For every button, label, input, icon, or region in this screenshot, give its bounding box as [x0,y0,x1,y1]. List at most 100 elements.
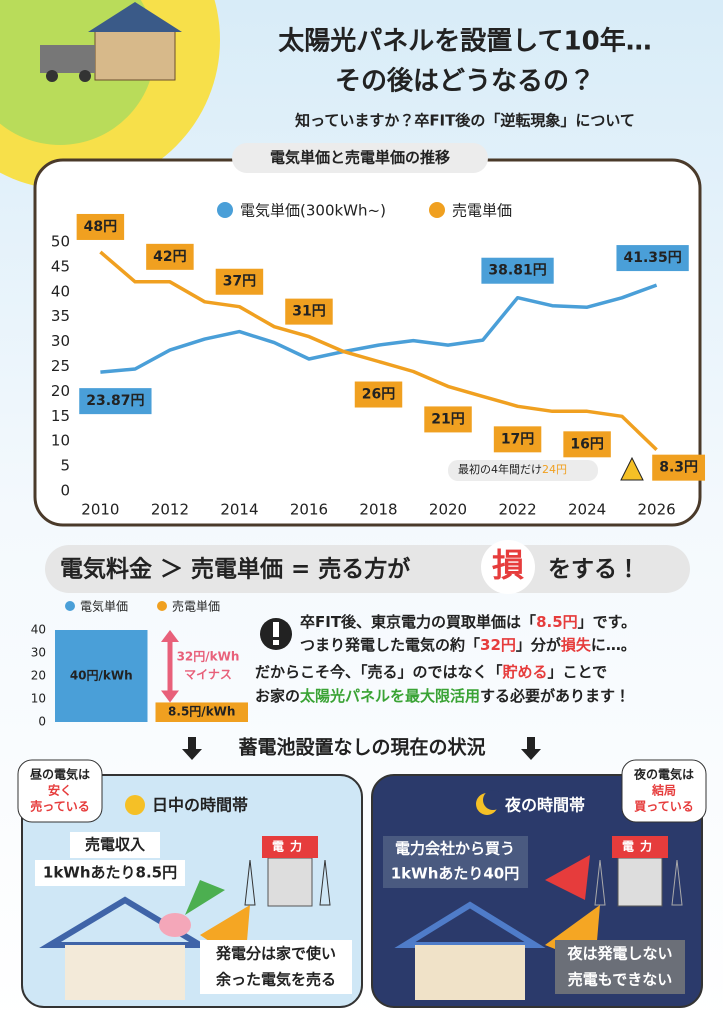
panel-title: 夜の時間帯 [504,796,585,815]
legend-swatch [157,601,167,611]
data-label: 31円 [292,304,325,320]
annotation: 最初の4年間だけ24円 [458,462,567,476]
section-heading: 蓄電池設置なしの現在の状況 [238,736,485,759]
y-tick-label: 10 [31,692,46,706]
series-line [99,250,658,451]
annotation-box [448,460,598,481]
x-tick-label: 2020 [429,501,467,519]
explanation: 卒FIT後、東京電力の買取単価は「8.5円」です。つまり発電した電気の約「32円… [255,613,636,705]
highlight-segment: 32円 [480,636,516,654]
legend-label: 電気単価(300kWh~) [240,202,386,220]
legend-swatch [217,202,233,218]
sign-text: 電力 [272,839,308,854]
data-label: 21円 [431,411,464,427]
text-segment: に…。 [591,636,636,654]
day-illustration [39,857,331,1000]
data-label: 8.5円/kWh [168,705,235,719]
callout-box [35,860,185,886]
slogan-emphasis: 損 [492,546,524,584]
title: その後はどうなるの？ [335,66,595,97]
y-tick-label: 10 [51,432,70,450]
badge-text: 結局 [651,783,676,798]
data-label: 37円 [223,274,256,290]
x-tick-label: 2018 [359,501,397,519]
badge-text: 昼の電気は [30,767,90,782]
alert-icon [273,622,279,637]
data-label-box [146,243,194,270]
annotation-highlight: 24円 [542,463,567,476]
explanation-line: だからこそ今、「売る」のではなく「貯める」ことで [255,663,607,681]
data-label: 23.87円 [86,393,144,409]
y-tick-label: 30 [31,646,46,660]
minus-arrow-head [161,690,179,703]
subtitle: 知っていますか？卒FIT後の「逆転現象」について [295,112,635,130]
highlight-segment: 貯める [503,663,548,681]
y-tick-label: 30 [51,332,70,350]
x-tick-label: 2012 [151,501,189,519]
annotation: マイナス [184,668,232,682]
emphasis-circle [481,540,535,594]
sun-icon [125,795,145,815]
data-label-box [652,454,706,481]
x-tick-label: 2026 [638,501,676,519]
callout: 1kWhあたり8.5円 [43,864,177,882]
data-label-box [215,268,264,295]
legend-label: 売電単価 [172,599,220,614]
panel-title: 日中の時間帯 [152,796,248,815]
alert-icon [273,640,279,645]
y-tick-label: 0 [38,715,46,729]
y-tick-label: 0 [60,482,70,500]
data-label: 16円 [570,436,603,452]
highlight-segment: 太陽光パネルを最大限活用 [299,687,480,705]
badge [17,759,103,823]
sign [262,836,318,858]
x-tick-label: 2024 [568,501,606,519]
legend-swatch [65,601,75,611]
text-segment: 卒FIT後、東京電力の買取単価は「 [300,613,536,631]
house-illustration [40,2,182,82]
y-tick-label: 35 [51,307,70,325]
highlight-segment: 損失 [561,636,592,654]
data-label: 17円 [501,431,534,447]
annotation: 32円/kWh [177,650,240,664]
x-tick-label: 2022 [498,501,536,519]
y-tick-label: 45 [51,257,70,275]
y-tick-label: 5 [60,457,70,475]
legend-swatch [429,202,445,218]
note-box [200,940,352,994]
legend-label: 電気単価 [80,599,128,614]
text-segment: 」です。 [578,613,637,631]
slogan: 電気料金 ＞ 売電単価 = 売る方が [60,556,410,583]
callout-box [70,832,160,858]
y-tick-label: 40 [51,282,70,300]
data-label-box [563,431,611,458]
title: 太陽光パネルを設置して10年… [278,26,651,57]
highlight-segment: 8.5円 [536,613,578,631]
callout: 売電収入 [85,836,145,854]
explanation-line: お家の太陽光パネルを最大限活用する必要があります！ [255,687,630,705]
badge-text: 買っている [634,800,693,814]
y-tick-label: 50 [51,233,70,251]
badge [621,759,707,823]
note: 夜は発電しない [566,945,672,963]
x-tick-label: 2010 [81,501,119,519]
minus-arrow-head [161,630,179,642]
badge-text: 売っている [30,799,89,814]
text-segment: だからこそ今、「売る」のではなく「 [255,663,503,681]
note-box [555,940,685,994]
callout-box [383,836,528,888]
bar [155,702,248,722]
data-label: 48円 [84,219,117,235]
data-label: 42円 [153,249,186,265]
text-segment: 」ことで [548,663,608,681]
data-label: 8.3円 [659,460,698,476]
y-tick-label: 20 [51,382,70,400]
night-illustration [394,855,683,1000]
explanation-line: 卒FIT後、東京電力の買取単価は「8.5円」です。 [300,613,636,631]
warning-icon [620,456,644,481]
sign-text: 電力 [622,839,658,854]
data-label: 41.35円 [623,250,681,266]
sign [612,836,668,858]
note: 売電もできない [568,971,672,989]
